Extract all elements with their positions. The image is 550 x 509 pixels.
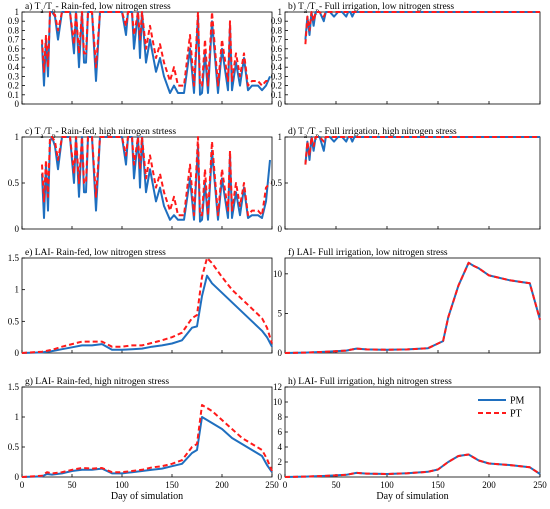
panel-title: e) LAI- Rain-fed, low nitrogen stress (25, 247, 166, 258)
x-tick-label: 50 (332, 480, 342, 490)
panel-title: c) Ta/Tp- Rain-fed, high nitrogen strtes… (25, 126, 176, 140)
plot-frame (21, 257, 273, 354)
chart-panel-4: 00.51 d) Ta/Tp- Full irrigation, high nit… (271, 126, 541, 234)
y-tick-label: 1 (278, 132, 283, 142)
series-line-pm (21, 274, 273, 354)
y-tick-label: 0.5 (271, 178, 283, 188)
y-tick-label: 1 (15, 7, 20, 17)
x-tick-label: 200 (215, 480, 229, 490)
series-line-pt (304, 136, 540, 165)
y-tick-label: 0.5 (271, 53, 283, 63)
y-tick-label: 0.3 (271, 71, 283, 81)
y-tick-label: 0 (278, 99, 283, 109)
x-tick-label: 150 (165, 480, 179, 490)
series-line-pm (41, 136, 271, 223)
plot-frame (21, 386, 273, 478)
y-tick-label: 2 (278, 457, 283, 467)
y-tick-label: 0 (278, 472, 283, 482)
series-line-pt (284, 453, 541, 478)
y-tick-label: 1 (15, 285, 20, 295)
y-tick-label: 0.1 (271, 90, 282, 100)
series-line-pm (21, 416, 273, 478)
x-tick-label: 100 (380, 480, 394, 490)
series-line-pt (21, 257, 273, 354)
x-tick-label: 0 (20, 480, 25, 490)
y-tick-label: 0 (278, 348, 283, 358)
y-tick-label: 1 (15, 132, 20, 142)
y-tick-label: 0.4 (8, 62, 20, 72)
y-tick-label: 4 (278, 442, 283, 452)
legend-label-pt: PT (510, 409, 522, 420)
x-axis-label: Day of simulation (376, 491, 448, 502)
chart-panel-1: 00.10.20.30.40.50.60.70.80.91 a) Ta/Tp- R… (8, 1, 273, 109)
y-tick-label: 0.7 (271, 35, 283, 45)
y-tick-label: 0.3 (8, 71, 20, 81)
series-line-pt (21, 404, 273, 478)
x-tick-label: 150 (431, 480, 445, 490)
plot-frame (284, 11, 541, 105)
y-tick-label: 0.8 (8, 25, 20, 35)
y-tick-label: 0 (15, 224, 20, 234)
y-tick-label: 10 (273, 397, 283, 407)
y-tick-label: 10 (273, 269, 283, 279)
series-line-pt (41, 136, 271, 217)
x-tick-label: 50 (68, 480, 78, 490)
x-tick-label: 250 (265, 480, 279, 490)
y-tick-label: 1.5 (8, 382, 20, 392)
chart-panel-6: 0 5 10 f) LAI- Full irrigation, low nitroge… (273, 247, 541, 358)
panel-title: g) LAI- Rain-fed, high nitrogen stress (25, 376, 169, 387)
y-tick-label: 0.5 (8, 442, 20, 452)
y-tick-label: 0.5 (8, 53, 20, 63)
y-tick-label: 6 (278, 427, 283, 437)
series-line-pm (304, 136, 540, 165)
y-tick-label: 0.5 (8, 316, 20, 326)
panel-title: h) LAI- Full irrigation, high nitrogen s… (288, 376, 452, 387)
y-tick-label: 1.5 (8, 253, 20, 263)
y-tick-label: 12 (273, 382, 282, 392)
series-line-pm (304, 11, 540, 40)
series-line-pm (284, 261, 541, 354)
plot-frame (284, 257, 541, 354)
y-tick-label: 0.6 (8, 44, 20, 54)
x-axis-label: Day of simulation (111, 491, 183, 502)
panel-title: a) Ta/Tp- Rain-fed, low nitrogen stress (25, 1, 171, 15)
legend-label-pm: PM (510, 396, 525, 407)
y-tick-label: 0.9 (271, 16, 283, 26)
y-tick-label: 0.7 (8, 35, 20, 45)
series-line-pt (304, 11, 540, 45)
x-tick-label: 100 (115, 480, 129, 490)
chart-panel-2: 00.10.20.30.40.50.60.70.80.91 b) Ta/Tp- F… (271, 1, 541, 109)
x-tick-label: 250 (533, 480, 547, 490)
y-tick-label: 1 (278, 7, 283, 17)
y-tick-label: 0 (15, 472, 20, 482)
series-line-pm (284, 453, 541, 478)
y-tick-label: 0.9 (8, 16, 20, 26)
series-line-pt (284, 261, 541, 354)
y-tick-label: 0.8 (271, 25, 283, 35)
y-tick-label: 0 (278, 224, 283, 234)
chart-panel-5: 0 0.5 1 1.5 e) LAI- Rain-fed, low nitrogen s… (8, 247, 273, 358)
y-tick-label: 0.1 (8, 90, 19, 100)
x-tick-label: 200 (482, 480, 496, 490)
y-tick-label: 0.5 (8, 178, 20, 188)
y-tick-label: 0.4 (271, 62, 283, 72)
y-tick-label: 8 (278, 412, 283, 422)
x-tick-label: 0 (283, 480, 288, 490)
chart-panel-8: 0 2 4 6 8 10 12 0 50 100 150 200 250 Day of simulatio… (273, 376, 547, 502)
y-tick-label: 0.6 (271, 44, 283, 54)
y-tick-label: 0.2 (8, 81, 19, 91)
y-tick-label: 1 (15, 412, 20, 422)
y-tick-label: 0 (15, 99, 20, 109)
y-tick-label: 0.2 (271, 81, 282, 91)
y-tick-label: 5 (278, 308, 283, 318)
panel-title: f) LAI- Full irrigation, low nitrogen st… (288, 247, 448, 258)
series-line-pt (41, 11, 270, 87)
chart-panel-3: 0 0.5 1 c) Ta/Tp- Rain-fed, high nitrogen s… (8, 126, 273, 234)
y-tick-label: 0 (15, 348, 20, 358)
